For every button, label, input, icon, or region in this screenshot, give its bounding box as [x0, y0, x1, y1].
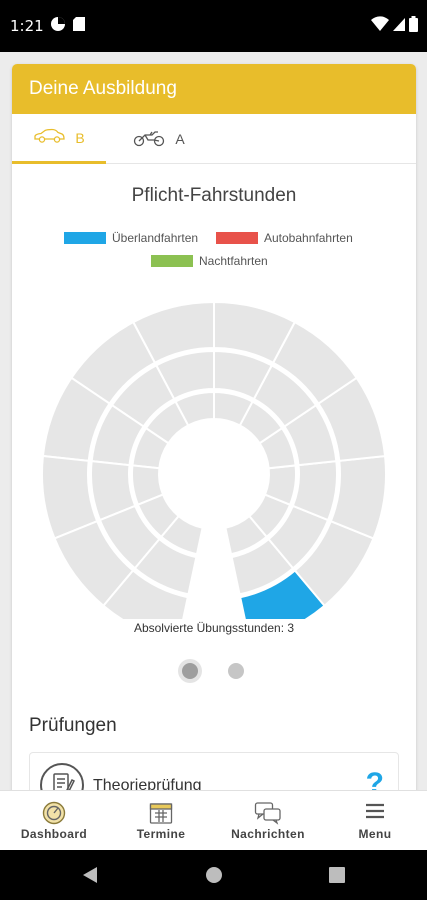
legend-swatch [64, 232, 106, 244]
nav-label: Dashboard [20, 827, 88, 841]
tab-license-b[interactable]: B [12, 114, 106, 164]
car-icon [33, 128, 75, 147]
calendar-icon [149, 801, 173, 830]
sunburst-segment-middle-6[interactable] [154, 349, 215, 401]
tab-label: B [75, 129, 85, 146]
sunburst-segment-inner-6[interactable] [174, 390, 215, 427]
sunburst-segment-outer-0[interactable] [239, 569, 326, 619]
chat-bubbles-icon [254, 801, 282, 830]
nav-label: Menu [358, 827, 392, 841]
sunburst-segment-outer-10[interactable] [53, 519, 135, 608]
sunburst-segment-outer-9[interactable] [41, 454, 99, 540]
nav-label: Termine [136, 827, 186, 841]
sunburst-segment-middle-10[interactable] [98, 504, 161, 570]
sunburst-segment-inner-4[interactable] [238, 400, 284, 445]
exam-label: Theorieprüfung [93, 777, 202, 790]
card-header: Deine Ausbildung [12, 64, 416, 114]
legend-entry-ueberland[interactable]: Überlandfahrten [64, 231, 198, 245]
card-title: Deine Ausbildung [29, 78, 177, 99]
nav-termine[interactable]: Termine [111, 791, 211, 851]
legend-label: Überlandfahrten [112, 231, 199, 245]
app-content: Deine Ausbildung B [0, 52, 427, 790]
sunburst-segment-outer-2[interactable] [329, 454, 387, 540]
training-card: Deine Ausbildung B [12, 64, 416, 790]
exam-status-unknown: ? [365, 767, 384, 790]
chart-caption: Absolvierte Übungsstunden: 3 [133, 621, 295, 635]
hamburger-icon [364, 801, 386, 826]
sunburst-segment-middle-2[interactable] [291, 460, 338, 522]
sunburst-segment-inner-8[interactable] [131, 426, 170, 470]
bottom-navigation: Dashboard Termine Nachrichten [0, 790, 427, 850]
sunburst-segment-inner-7[interactable] [144, 400, 190, 445]
sim-card-icon [72, 16, 86, 37]
wifi-icon [370, 16, 390, 37]
legend-entry-autobahn[interactable]: Autobahnfahrten [216, 231, 353, 245]
speedometer-icon [42, 801, 66, 830]
recents-icon[interactable] [329, 867, 345, 888]
sunburst-segment-outer-8[interactable] [41, 376, 111, 462]
status-time: 1:21 [10, 17, 44, 35]
system-navigation-bar [0, 850, 427, 900]
sunburst-segment-middle-3[interactable] [283, 403, 338, 467]
sunburst-segment-outer-7[interactable] [70, 320, 157, 405]
nav-menu[interactable]: Menu [325, 791, 425, 851]
back-icon[interactable] [82, 866, 98, 889]
exams-title: Prüfungen [29, 715, 117, 736]
sunburst-segment-middle-7[interactable] [110, 364, 176, 428]
sunburst-segment-inner-2[interactable] [263, 464, 297, 507]
sunburst-segment-middle-5[interactable] [213, 349, 274, 401]
pager-dot-inactive[interactable] [228, 663, 244, 679]
sunburst-chart [41, 300, 387, 619]
sunburst-segment-outer-6[interactable] [131, 300, 215, 365]
sunburst-segment-inner-9[interactable] [131, 464, 165, 507]
status-bar: 1:21 [0, 0, 427, 52]
sunburst-segment-middle-11[interactable] [133, 537, 198, 596]
sunburst-segment-outer-3[interactable] [317, 376, 387, 462]
nav-dashboard[interactable]: Dashboard [4, 791, 104, 851]
legend-entry-nacht[interactable]: Nachtfahrten [151, 254, 268, 268]
sunburst-segment-middle-9[interactable] [90, 460, 137, 522]
sunburst-segment-outer-5[interactable] [213, 300, 297, 365]
sunburst-segment-inner-1[interactable] [247, 493, 292, 539]
sunburst-segment-middle-8[interactable] [90, 403, 145, 467]
signal-icon [392, 16, 406, 37]
sunburst-segment-inner-10[interactable] [136, 493, 181, 539]
checklist-icon [40, 763, 84, 790]
nav-nachrichten[interactable]: Nachrichten [218, 791, 318, 851]
battery-icon [409, 16, 418, 37]
license-tabs: B A [12, 114, 416, 164]
sunburst-segment-outer-4[interactable] [271, 320, 358, 405]
sunburst-segment-middle-1[interactable] [267, 504, 330, 570]
sunburst-segment-middle-0[interactable] [230, 537, 295, 596]
tab-license-a[interactable]: A [112, 114, 206, 164]
legend-label: Autobahnfahrten [264, 231, 353, 245]
nav-label: Nachrichten [231, 827, 305, 841]
sunburst-segment-inner-5[interactable] [213, 390, 254, 427]
home-icon[interactable] [205, 866, 223, 889]
sunburst-segment-middle-4[interactable] [252, 364, 318, 428]
legend-label: Nachtfahrten [199, 254, 268, 268]
sunburst-segment-outer-1[interactable] [293, 519, 375, 608]
pager-dot-active[interactable] [182, 663, 198, 679]
sunburst-segment-inner-11[interactable] [159, 514, 204, 556]
legend-swatch [216, 232, 258, 244]
tab-label: A [175, 131, 185, 147]
exam-item-theory[interactable]: Theorieprüfung ? [29, 752, 399, 790]
sunburst-segment-outer-11[interactable] [102, 569, 189, 619]
circle-half-icon [50, 16, 66, 37]
motorcycle-icon [133, 129, 175, 150]
legend-swatch [151, 255, 193, 267]
chart-title: Pflicht-Fahrstunden [131, 185, 297, 206]
